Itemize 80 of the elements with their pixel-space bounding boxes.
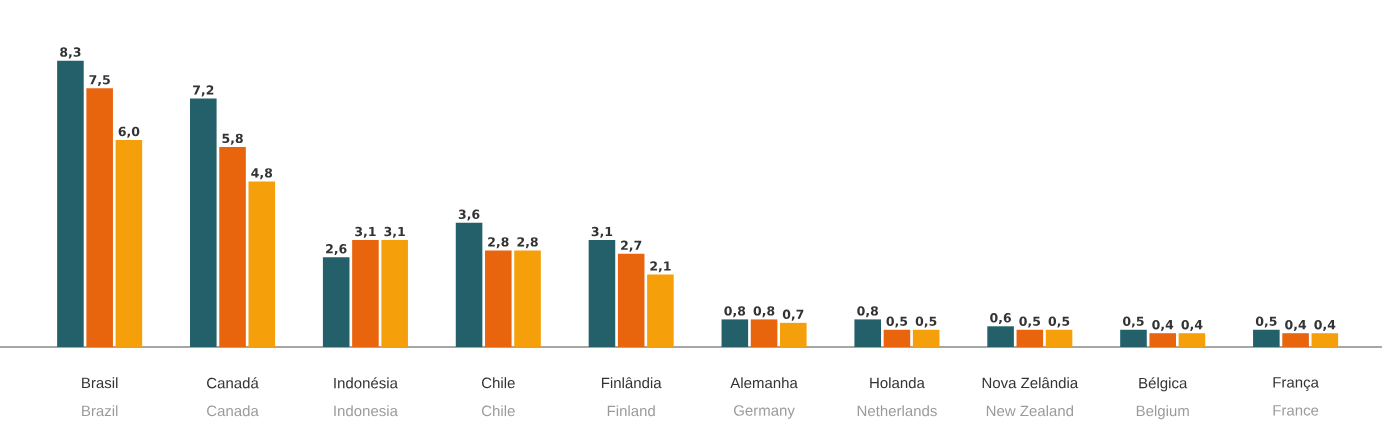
data-label: 0,7: [782, 309, 804, 321]
text: Indonesia: [334, 405, 398, 417]
bar: [617, 253, 645, 347]
data-label: 0,8: [857, 306, 879, 318]
bar: [455, 222, 483, 347]
bar: [1253, 329, 1280, 347]
bar: [1178, 333, 1206, 347]
data-label: 5,8: [222, 133, 243, 145]
bar: [854, 319, 881, 347]
bar: [485, 250, 512, 347]
text: Chile: [481, 405, 515, 417]
bar: [1149, 333, 1176, 347]
data-label: 7,2: [193, 85, 214, 97]
data-label: 8,3: [60, 47, 81, 59]
text: Belgium: [1136, 405, 1189, 420]
x-tick-label: Bélgica: [1139, 377, 1188, 392]
bar: [1311, 333, 1339, 347]
x-tick-label: Brasil: [82, 377, 118, 389]
x-tick-label: Indonésia: [334, 377, 398, 389]
text: Germany: [733, 405, 795, 419]
data-label: 2,8: [488, 237, 509, 249]
text: Finland: [607, 405, 655, 417]
bar: [381, 240, 408, 347]
x-tick-label: Finlândia: [601, 377, 662, 389]
data-label: 7,5: [89, 75, 110, 87]
data-label: 0,8: [753, 306, 775, 318]
data-label: 0,5: [1019, 316, 1041, 328]
data-label: 2,8: [517, 237, 538, 249]
data-label: 0,5: [886, 316, 908, 328]
bar: [57, 60, 84, 347]
bar: [352, 240, 379, 347]
data-label: 0,5: [915, 316, 937, 328]
bar: [190, 98, 217, 347]
data-label: 0,5: [1122, 316, 1144, 328]
bar: [248, 181, 276, 347]
bar: [86, 88, 113, 347]
bar: [750, 319, 778, 347]
bar: [647, 274, 674, 347]
data-label: 2,7: [621, 240, 642, 252]
data-label: 0,6: [990, 313, 1011, 325]
data-label: 3,1: [355, 226, 376, 238]
bar: [1016, 329, 1044, 347]
data-label: 0,8: [724, 306, 746, 318]
data-label: 2,6: [326, 244, 347, 256]
data-label: 0,4: [1314, 319, 1336, 332]
data-label: 0,5: [1048, 316, 1070, 328]
bar: [721, 319, 749, 347]
x-tick-label: Holanda: [870, 377, 925, 389]
bar: [883, 329, 911, 347]
text: Netherlands: [857, 405, 937, 417]
x-tick-label: Canadá: [207, 377, 259, 389]
bar: [780, 322, 807, 347]
bar: [219, 146, 246, 347]
bar: [912, 329, 940, 347]
bar: [1282, 333, 1309, 347]
data-label: 3,1: [591, 226, 613, 238]
text: New Zealand: [986, 405, 1074, 417]
bar: [987, 326, 1014, 347]
data-label: 0,4: [1152, 319, 1174, 332]
bar: [322, 257, 350, 347]
data-label: 0,5: [1255, 316, 1277, 328]
bar: [514, 250, 541, 347]
bar: [588, 240, 616, 347]
x-tick-label: Alemanha: [730, 377, 798, 389]
data-label: 2,1: [650, 261, 671, 273]
data-label: 3,1: [384, 226, 405, 238]
bar: [1045, 329, 1073, 347]
text: France: [1273, 405, 1319, 416]
bar: [1120, 329, 1147, 347]
x-tick-label: França: [1273, 377, 1319, 391]
data-label: 3,6: [458, 209, 480, 221]
x-tick-label: Chile: [481, 377, 515, 389]
text: Brazil: [82, 405, 118, 417]
data-label: 0,4: [1285, 319, 1307, 332]
data-label: 6,0: [118, 126, 140, 138]
data-label: 4,8: [251, 168, 273, 180]
bar: [115, 139, 143, 347]
x-tick-label: Nova Zelândia: [982, 377, 1079, 389]
text: Canada: [207, 405, 259, 417]
data-label: 0,4: [1181, 319, 1203, 332]
